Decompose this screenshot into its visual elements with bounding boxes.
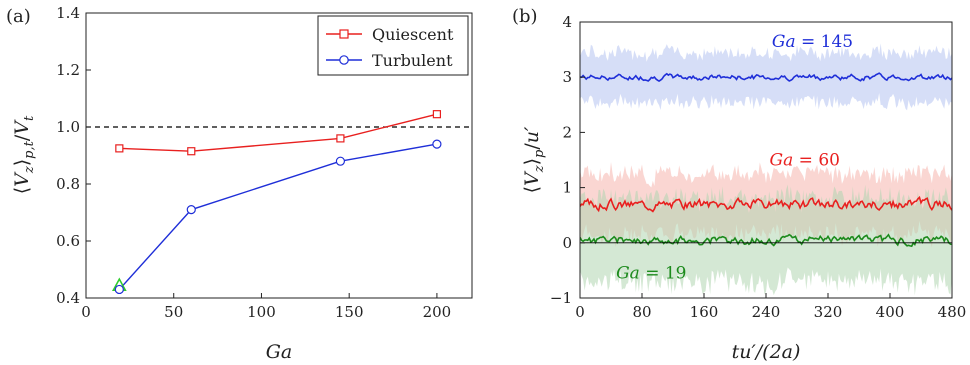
legend: Quiescent Turbulent [317,15,469,76]
x-tick-label-b: 160 [690,303,719,321]
x-tick-label-a: 100 [247,303,276,321]
annotation-label: Ga = 19 [616,264,686,284]
x-tick-label-b: 480 [938,303,967,321]
data-point-turbulent [186,205,196,215]
data-point-turbulent [432,139,442,149]
panel-a-frame [85,12,473,299]
y-axis-label-b: ⟨Vz⟩p/u′ [521,126,547,193]
y-tick-label-b: 2 [562,123,572,141]
y-tick-label-b: 4 [562,13,572,31]
series-line-turbulent [118,143,438,290]
data-point-turbulent [335,156,346,166]
panel-a: (a) 0 50 100 150 200 0.4 0.6 0.8 1.0 1.2 1.4 Quies… [6,4,473,363]
panel-a-label: (a) [6,6,31,27]
x-axis-label-b: tu′/(2a) [732,341,801,363]
y-tick-label-b: 1 [562,179,572,197]
x-tick-label-b: 80 [632,303,651,321]
x-tick-label-a: 200 [423,303,452,321]
y-tick-label-b: −1 [550,289,572,307]
x-tick-label-b: 400 [876,303,905,321]
legend-marker-square [339,29,349,39]
fluctuation-band-2 [580,184,952,296]
legend-entry-turbulent: Turbulent [326,51,453,70]
data-point-quiescent [432,110,442,119]
data-point-quiescent [115,144,124,153]
annotation-label: Ga = 60 [770,151,840,171]
y-tick-label-a: 0.6 [56,232,80,250]
y-tick-label-a: 0.4 [56,289,80,307]
y-tick-label-a: 1.2 [56,61,80,79]
x-tick-label-b: 240 [752,303,781,321]
fluctuation-band-0 [580,43,952,111]
x-tick-label-b: 0 [575,303,585,321]
legend-label-quiescent: Quiescent [372,25,454,44]
data-point-quiescent [336,134,345,143]
data-point-quiescent [187,147,196,156]
y-tick-label-a: 0.8 [56,175,80,193]
legend-entry-quiescent: Quiescent [326,25,454,44]
panel-b-label: (b) [512,6,538,27]
svg-text:⟨Vz⟩p,t/Vt: ⟨Vz⟩p,t/Vt [11,115,37,194]
data-point-turbulent [114,284,124,295]
y-tick-label-b: 3 [562,68,572,86]
legend-label-turbulent: Turbulent [372,51,453,70]
annotation-label: Ga = 145 [772,32,853,52]
x-axis-label-a: Ga [266,341,293,363]
legend-marker-circle [339,55,349,65]
legend-box [317,15,469,76]
mean-velocity-line-0 [580,72,952,83]
y-tick-label-a: 1.4 [56,4,80,22]
x-tick-label-a: 150 [335,303,364,321]
mean-velocity-line-1 [580,195,952,213]
x-tick-label-b: 320 [814,303,843,321]
y-axis-label-a: ⟨Vz⟩p,t/Vt [11,115,37,194]
y-tick-label-a: 1.0 [56,118,80,136]
svg-text:⟨Vz⟩p/u′: ⟨Vz⟩p/u′ [521,126,547,193]
x-tick-label-a: 50 [164,303,183,321]
y-tick-label-b: 0 [562,234,572,252]
series-line-quiescent [119,113,438,152]
x-tick-label-a: 0 [81,303,91,321]
